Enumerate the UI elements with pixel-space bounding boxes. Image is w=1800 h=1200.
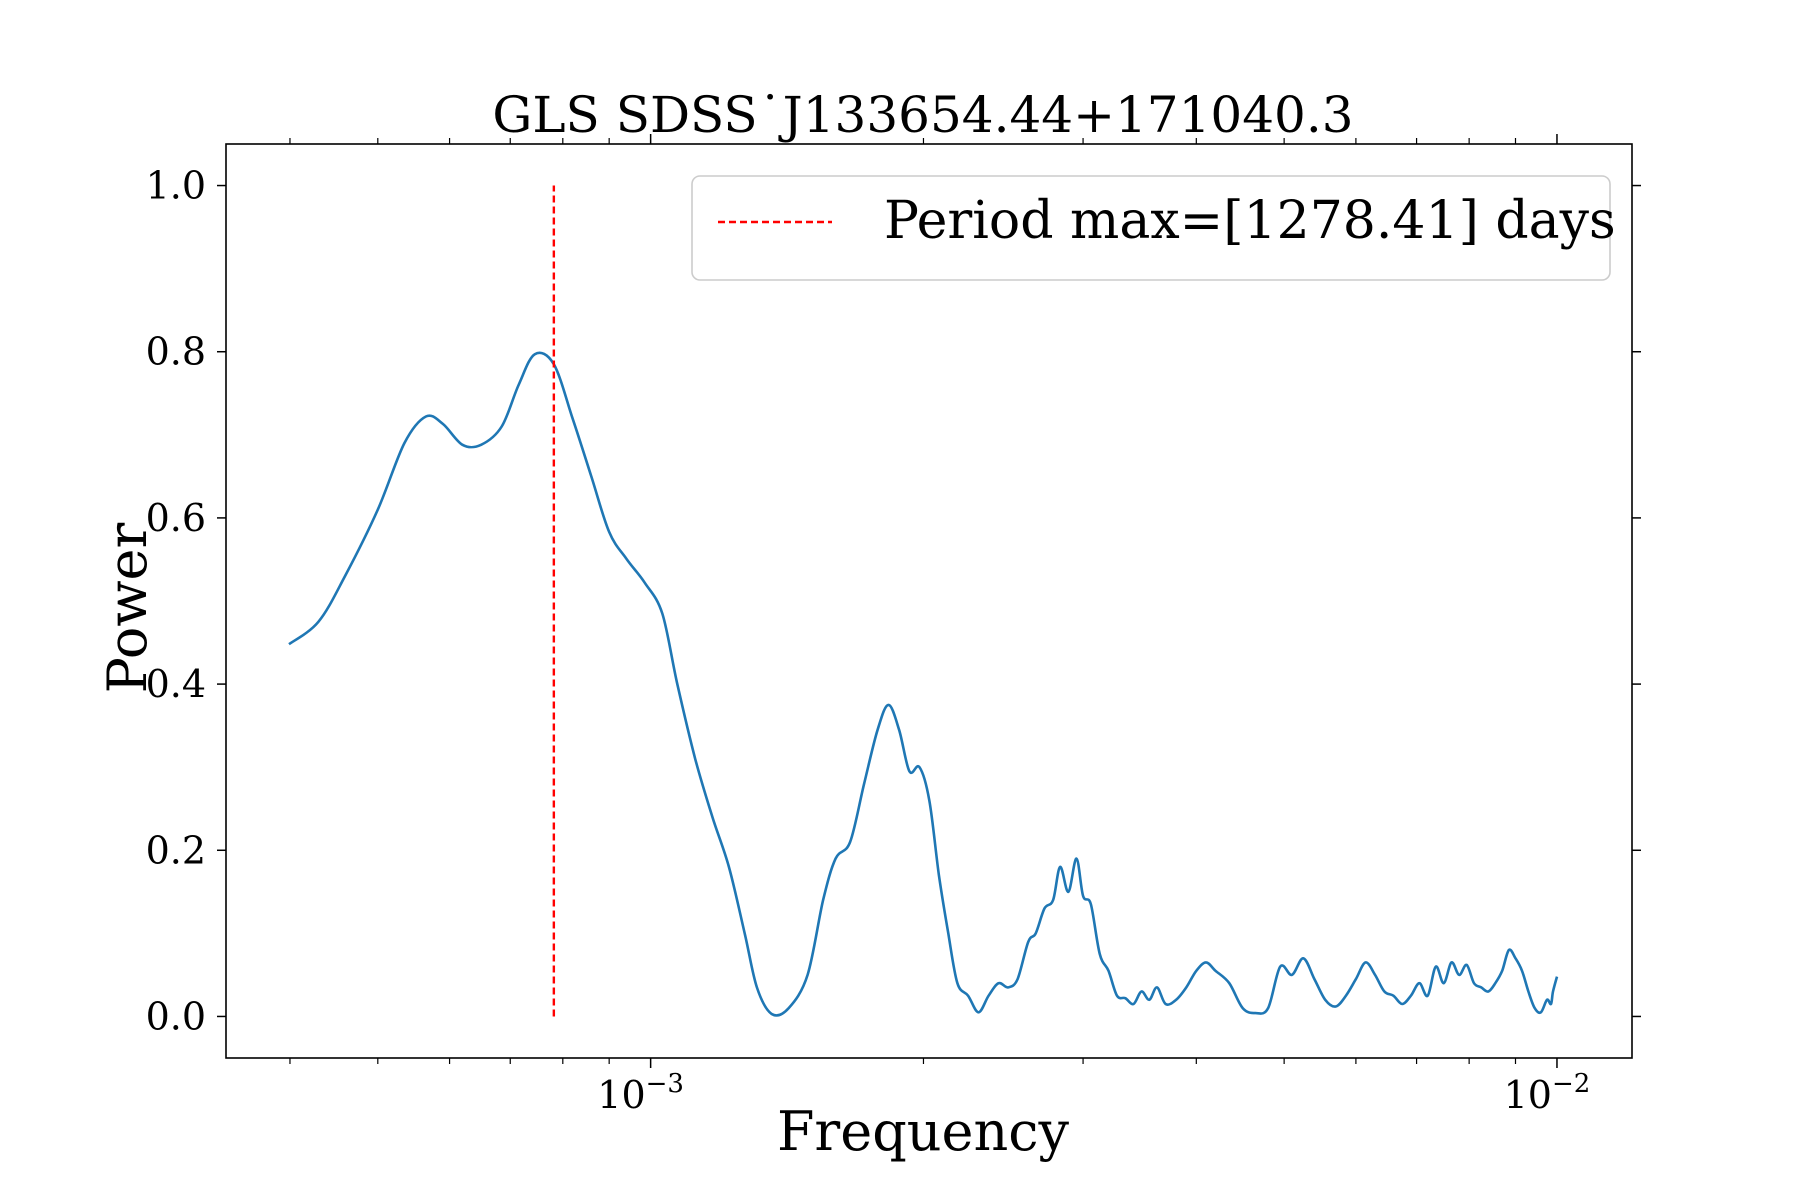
- y-tick-label: 0.6: [146, 496, 206, 540]
- y-tick-label: 0.4: [146, 662, 206, 706]
- legend-label: Period max=[1278.41] days: [884, 191, 1616, 251]
- y-tick-label: 0.8: [146, 330, 206, 374]
- plot-area: 0.0 0.2 0.4 0.6 0.8 1.0 10−3 10−2 Period max=[12…: [146, 134, 1641, 1117]
- x-tick-label: 10−2: [1504, 1069, 1591, 1117]
- y-axis-label: Power: [96, 522, 159, 693]
- plot-frame: [225, 143, 1633, 1059]
- x-tick-label: 10−3: [597, 1069, 684, 1117]
- legend-box: [691, 175, 1611, 281]
- y-tick-label: 0.0: [146, 994, 206, 1038]
- chart-title: GLS SDSS˙J133654.44+171040.3: [492, 86, 1353, 144]
- y-tick-label: 0.2: [146, 828, 206, 872]
- y-tick-label: 1.0: [146, 164, 206, 208]
- power-series-line: [288, 351, 1559, 1017]
- x-axis-label: Frequency: [777, 1100, 1070, 1163]
